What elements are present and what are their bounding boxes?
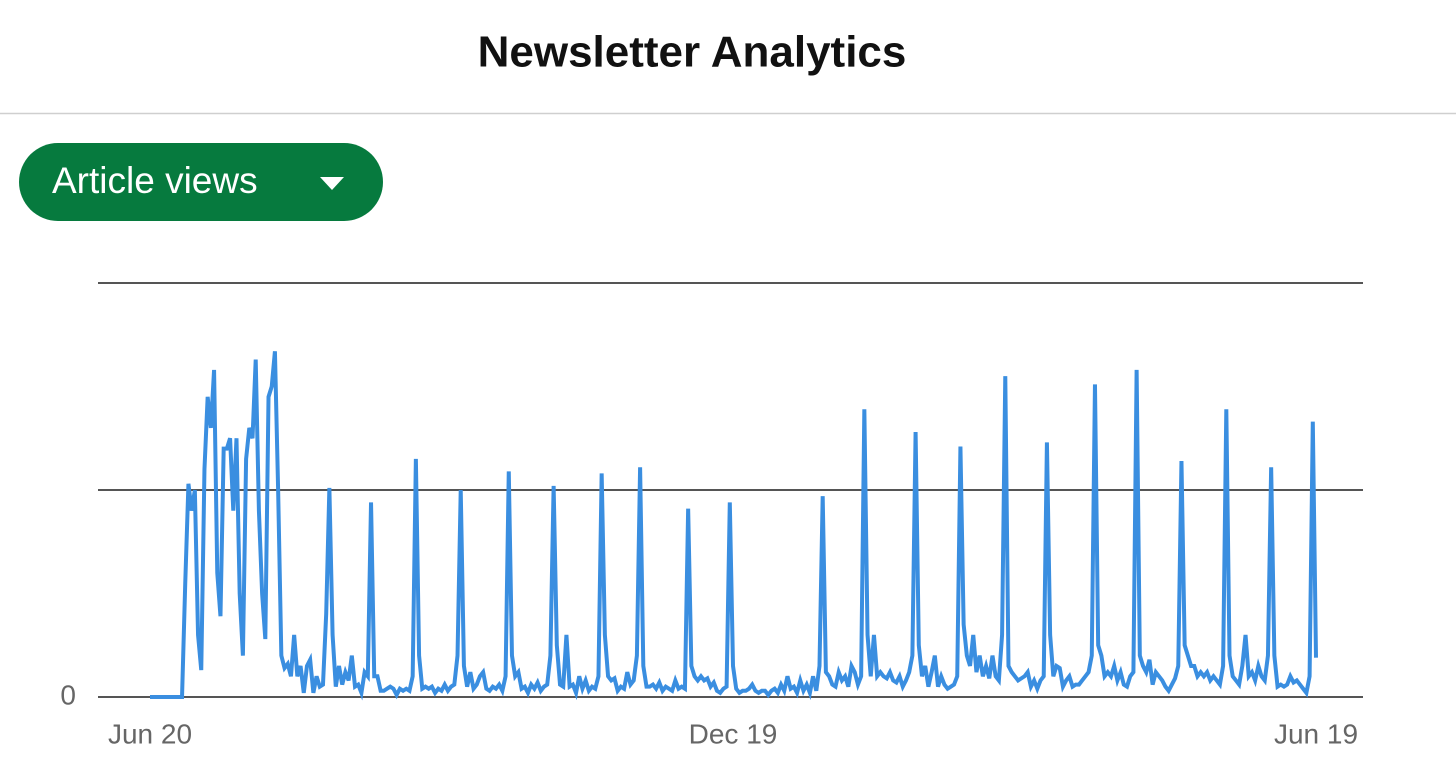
dropdown-caret[interactable] — [320, 177, 344, 190]
plot: 0 Jun 20 Dec 19 Jun 19 — [60, 282, 1363, 749]
y-tick-label: 0 — [60, 679, 76, 710]
metric-dropdown[interactable]: Article views — [19, 143, 383, 221]
dropdown-label[interactable]: Article views — [52, 160, 258, 201]
x-tick-label: Dec 19 — [689, 718, 778, 749]
page-title: Newsletter Analytics — [478, 28, 907, 77]
x-tick-label: Jun 20 — [108, 718, 192, 749]
x-tick-label: Jun 19 — [1274, 718, 1358, 749]
dropdown-pill[interactable] — [19, 143, 383, 221]
data-line — [150, 351, 1318, 701]
